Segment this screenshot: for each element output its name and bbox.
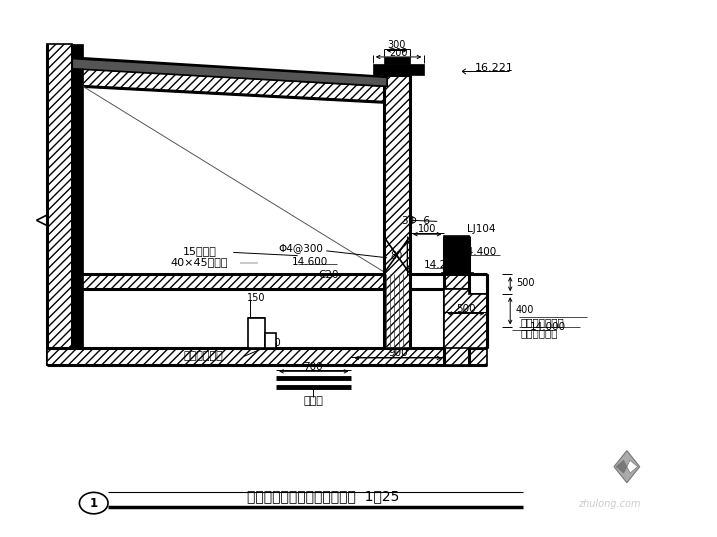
Text: zhulong.com: zhulong.com bbox=[578, 499, 640, 509]
Text: 3Φ  6: 3Φ 6 bbox=[402, 216, 429, 227]
Polygon shape bbox=[384, 75, 410, 348]
Text: 14.600: 14.600 bbox=[292, 257, 328, 266]
Polygon shape bbox=[47, 43, 72, 365]
Text: 80: 80 bbox=[391, 251, 403, 260]
Text: 300: 300 bbox=[387, 40, 406, 49]
Polygon shape bbox=[72, 43, 83, 365]
Bar bbox=[384, 57, 410, 64]
Bar bbox=[247, 318, 265, 348]
Text: 14.400: 14.400 bbox=[460, 248, 497, 257]
Text: 900: 900 bbox=[388, 348, 408, 358]
Bar bbox=[441, 272, 473, 275]
Text: 500: 500 bbox=[456, 304, 475, 314]
Text: 铁爬梯: 铁爬梯 bbox=[303, 396, 323, 407]
Polygon shape bbox=[445, 236, 470, 365]
Bar bbox=[265, 333, 276, 348]
Text: 15厚木板: 15厚木板 bbox=[183, 246, 217, 256]
Bar bbox=[445, 236, 470, 275]
Polygon shape bbox=[72, 59, 387, 86]
Polygon shape bbox=[445, 289, 488, 348]
Text: 200: 200 bbox=[389, 48, 408, 57]
Text: 通过老虎窗上人检修屋面大样  1：25: 通过老虎窗上人检修屋面大样 1：25 bbox=[247, 490, 399, 504]
Polygon shape bbox=[616, 460, 627, 473]
Text: 500: 500 bbox=[516, 279, 534, 288]
Text: 400: 400 bbox=[516, 305, 534, 315]
Text: 防水油膏封堵: 防水油膏封堵 bbox=[184, 351, 223, 361]
Text: 16.221: 16.221 bbox=[475, 63, 513, 72]
Bar bbox=[373, 64, 424, 75]
Text: 150: 150 bbox=[247, 293, 265, 303]
Text: 14.200: 14.200 bbox=[423, 260, 460, 270]
Polygon shape bbox=[627, 460, 637, 473]
Text: 40×45盖板框: 40×45盖板框 bbox=[171, 257, 229, 267]
Text: 100: 100 bbox=[418, 224, 437, 234]
Text: 最高点定坡度: 最高点定坡度 bbox=[521, 328, 558, 338]
Polygon shape bbox=[47, 348, 488, 365]
Polygon shape bbox=[614, 451, 640, 483]
Text: C20: C20 bbox=[318, 271, 338, 280]
Text: LJ104: LJ104 bbox=[467, 224, 496, 234]
Text: 1: 1 bbox=[90, 497, 98, 510]
Text: Φ4@300: Φ4@300 bbox=[279, 243, 323, 253]
Text: 700: 700 bbox=[303, 361, 323, 372]
Text: 120: 120 bbox=[261, 338, 281, 349]
Text: 14.000: 14.000 bbox=[531, 322, 566, 332]
Text: 坡屋面以此点和: 坡屋面以此点和 bbox=[521, 317, 564, 327]
Polygon shape bbox=[83, 274, 387, 289]
Polygon shape bbox=[83, 69, 387, 103]
